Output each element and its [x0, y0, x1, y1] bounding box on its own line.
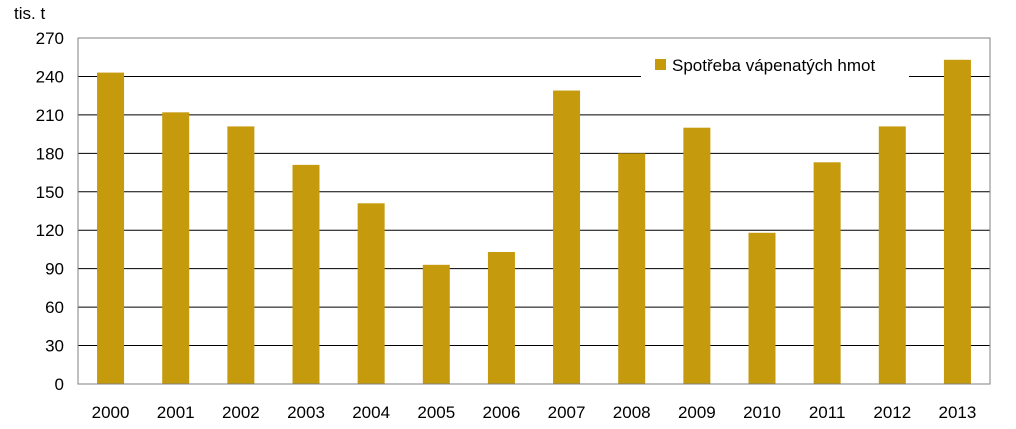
x-tick-label: 2011 [809, 403, 846, 422]
x-axis-tick-labels: 2000 2001 2002 2003 2004 2005 2006 2007 2008 2009… [92, 403, 977, 422]
plot-area-border [77, 37, 991, 385]
x-tick-label: 2007 [548, 403, 586, 422]
bar-2004 [357, 203, 385, 384]
bar-2008 [618, 153, 646, 384]
bar-2003 [292, 164, 320, 384]
bar-2006 [487, 252, 515, 384]
y-tick-label: 270 [36, 29, 64, 48]
y-axis-unit-label: tis. t [14, 4, 45, 23]
y-tick-label: 90 [45, 260, 64, 279]
x-tick-label: 2000 [92, 403, 130, 422]
bar-2013 [943, 59, 971, 384]
bar-series [97, 59, 971, 385]
x-tick-label: 2006 [483, 403, 521, 422]
bar-2011 [813, 162, 841, 384]
y-tick-label: 210 [36, 106, 64, 125]
bar-2010 [748, 232, 776, 384]
gridlines [78, 75, 990, 347]
y-tick-label: 0 [55, 375, 64, 394]
x-tick-label: 2010 [743, 403, 781, 422]
legend-label: Spotřeba vápenatých hmot [672, 56, 875, 75]
legend-background [641, 51, 909, 79]
y-tick-label: 180 [36, 144, 64, 163]
y-tick-label: 60 [45, 298, 64, 317]
x-tick-label: 2002 [222, 403, 260, 422]
y-tick-label: 120 [36, 221, 64, 240]
bar-2012 [878, 126, 906, 385]
y-tick-label: 150 [36, 183, 64, 202]
y-tick-label: 240 [36, 67, 64, 86]
x-tick-label: 2005 [417, 403, 455, 422]
y-axis-tick-labels: 0 30 60 90 120 150 180 210 240 270 [36, 29, 64, 394]
bar-2001 [162, 112, 190, 384]
bar-2000 [97, 72, 125, 384]
x-tick-label: 2012 [873, 403, 911, 422]
bar-2009 [683, 127, 711, 384]
bar-2007 [553, 90, 581, 384]
x-tick-label: 2001 [157, 403, 195, 422]
y-tick-label: 30 [45, 337, 64, 356]
legend: Spotřeba vápenatých hmot [641, 51, 909, 79]
x-tick-label: 2003 [287, 403, 325, 422]
bar-2005 [422, 264, 450, 384]
x-tick-label: 2009 [678, 403, 716, 422]
bar-2002 [227, 126, 255, 385]
x-tick-label: 2004 [352, 403, 390, 422]
legend-swatch [655, 59, 666, 70]
x-tick-label: 2013 [939, 403, 977, 422]
x-tick-label: 2008 [613, 403, 651, 422]
